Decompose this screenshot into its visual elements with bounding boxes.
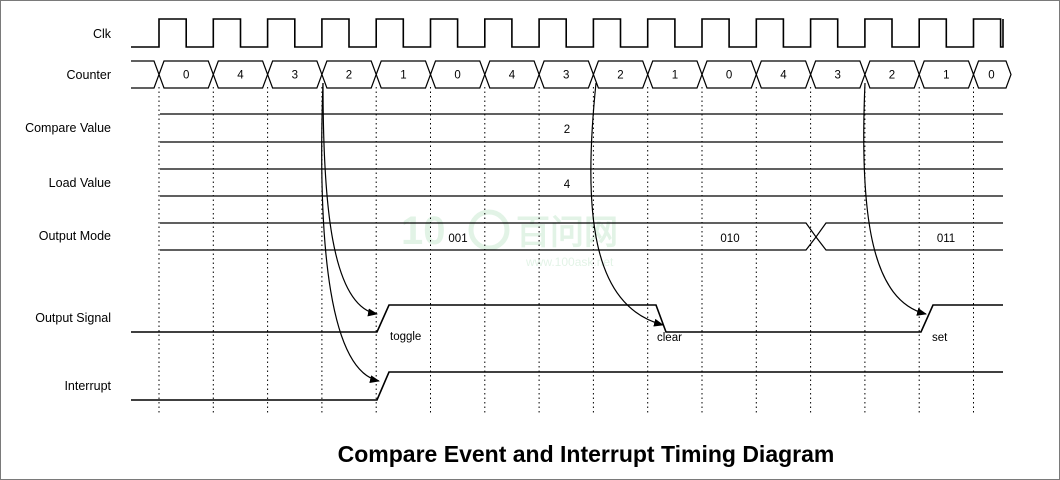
counter-value: 3 (292, 70, 298, 82)
diagram-title: Compare Event and Interrupt Timing Diagr… (337, 441, 835, 467)
counter-bus: 0 4 3 2 1 0 4 3 2 1 0 4 3 2 1 0 (131, 60, 1012, 89)
counter-lead-edge (131, 60, 160, 89)
interrupt-waveform (131, 371, 1003, 401)
signal-label-load-value: Load Value (49, 176, 111, 190)
output-mode-bus: 001 010 011 (160, 222, 1003, 251)
svg-text:www.100ask.net: www.100ask.net (525, 255, 614, 269)
svg-text:百问网: 百问网 (516, 214, 618, 252)
counter-value: 4 (509, 70, 516, 82)
counter-value: 3 (563, 70, 569, 82)
load-value-bus: 4 (160, 168, 1003, 197)
signal-label-output-signal: Output Signal (35, 311, 111, 325)
counter-cell (972, 60, 1012, 89)
annotation-set: set (932, 332, 948, 344)
counter-value: 1 (400, 70, 406, 82)
signal-label-counter: Counter (67, 68, 111, 82)
counter-value: 3 (834, 70, 840, 82)
counter-value: 4 (780, 70, 787, 82)
counter-value: 1 (672, 70, 678, 82)
counter-value: 0 (726, 70, 732, 82)
annotation-toggle: toggle (390, 331, 421, 343)
counter-value: 0 (183, 70, 189, 82)
signal-label-compare-value: Compare Value (25, 121, 111, 135)
compare-event-arrow-toggle (322, 82, 378, 317)
counter-value: 4 (237, 70, 244, 82)
load-value-text: 4 (564, 179, 571, 191)
compare-event-arrow-interrupt (321, 82, 380, 384)
watermark-logo: 10 百问网 www.100ask.net (401, 209, 618, 269)
counter-value: 1 (943, 70, 949, 82)
signal-label-clk: Clk (93, 27, 112, 41)
counter-value: 2 (889, 70, 895, 82)
output-mode-value-010: 010 (720, 233, 739, 245)
compare-value-text: 2 (564, 124, 570, 136)
svg-text:10: 10 (401, 209, 446, 253)
output-signal-waveform (131, 304, 1003, 333)
output-mode-value-011: 011 (937, 233, 955, 245)
clk-waveform (131, 18, 1004, 48)
signal-label-interrupt: Interrupt (64, 379, 111, 393)
output-mode-value-001: 001 (448, 233, 467, 245)
annotation-clear: clear (657, 332, 682, 344)
counter-value: 2 (346, 70, 352, 82)
compare-value-bus: 2 (160, 113, 1003, 143)
compare-event-arrow-clear (590, 82, 664, 327)
signal-label-output-mode: Output Mode (39, 229, 111, 243)
counter-value: 2 (617, 70, 623, 82)
counter-value: 0 (454, 70, 460, 82)
compare-event-arrow-set (863, 82, 927, 316)
counter-value: 0 (988, 70, 994, 82)
